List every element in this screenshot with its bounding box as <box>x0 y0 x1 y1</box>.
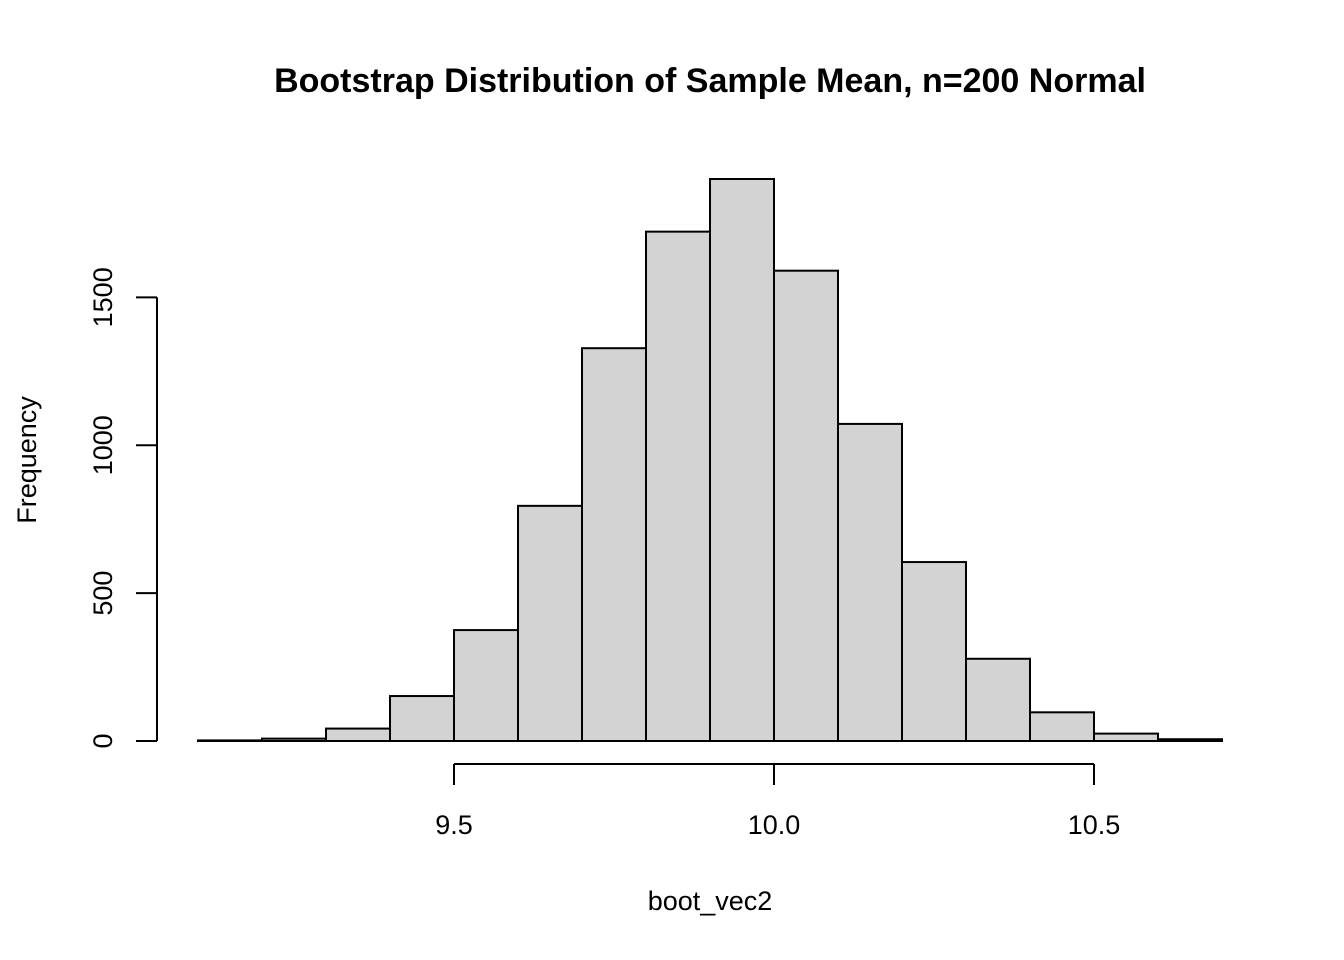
histogram-bar-9 <box>773 269 839 742</box>
histogram-bar-0 <box>197 739 263 743</box>
histogram-bar-7 <box>645 230 711 743</box>
histogram-bar-8 <box>709 178 775 742</box>
histogram-bar-6 <box>581 347 647 742</box>
histogram-bar-14 <box>1093 732 1159 743</box>
x-axis: 9.5 10.0 10.5 <box>435 763 1121 840</box>
histogram-bar-2 <box>325 727 391 743</box>
y-axis: 0 500 1000 1500 <box>88 267 158 749</box>
y-tick-label-1: 500 <box>88 571 118 616</box>
y-tick-label-0: 0 <box>88 733 118 748</box>
histogram-bar-11 <box>901 561 967 742</box>
y-axis-label: Frequency <box>12 396 42 524</box>
x-tick-label-1: 10.0 <box>748 810 801 840</box>
histogram-bar-4 <box>453 629 519 742</box>
chart-title: Bootstrap Distribution of Sample Mean, n… <box>274 62 1146 100</box>
y-tick-label-2: 1000 <box>88 415 118 475</box>
x-axis-label: boot_vec2 <box>648 886 773 916</box>
histogram-bar-12 <box>965 657 1031 742</box>
histogram-bar-3 <box>389 695 455 742</box>
y-tick-label-3: 1500 <box>88 267 118 327</box>
x-tick-label-2: 10.5 <box>1068 810 1121 840</box>
histogram-bar-1 <box>261 737 327 742</box>
x-tick-label-0: 9.5 <box>435 810 473 840</box>
histogram-bar-13 <box>1029 711 1095 742</box>
histogram-bar-15 <box>1157 738 1223 743</box>
histogram-bar-10 <box>837 422 903 742</box>
bars-group <box>197 178 1223 743</box>
histogram-bar-5 <box>517 504 583 743</box>
